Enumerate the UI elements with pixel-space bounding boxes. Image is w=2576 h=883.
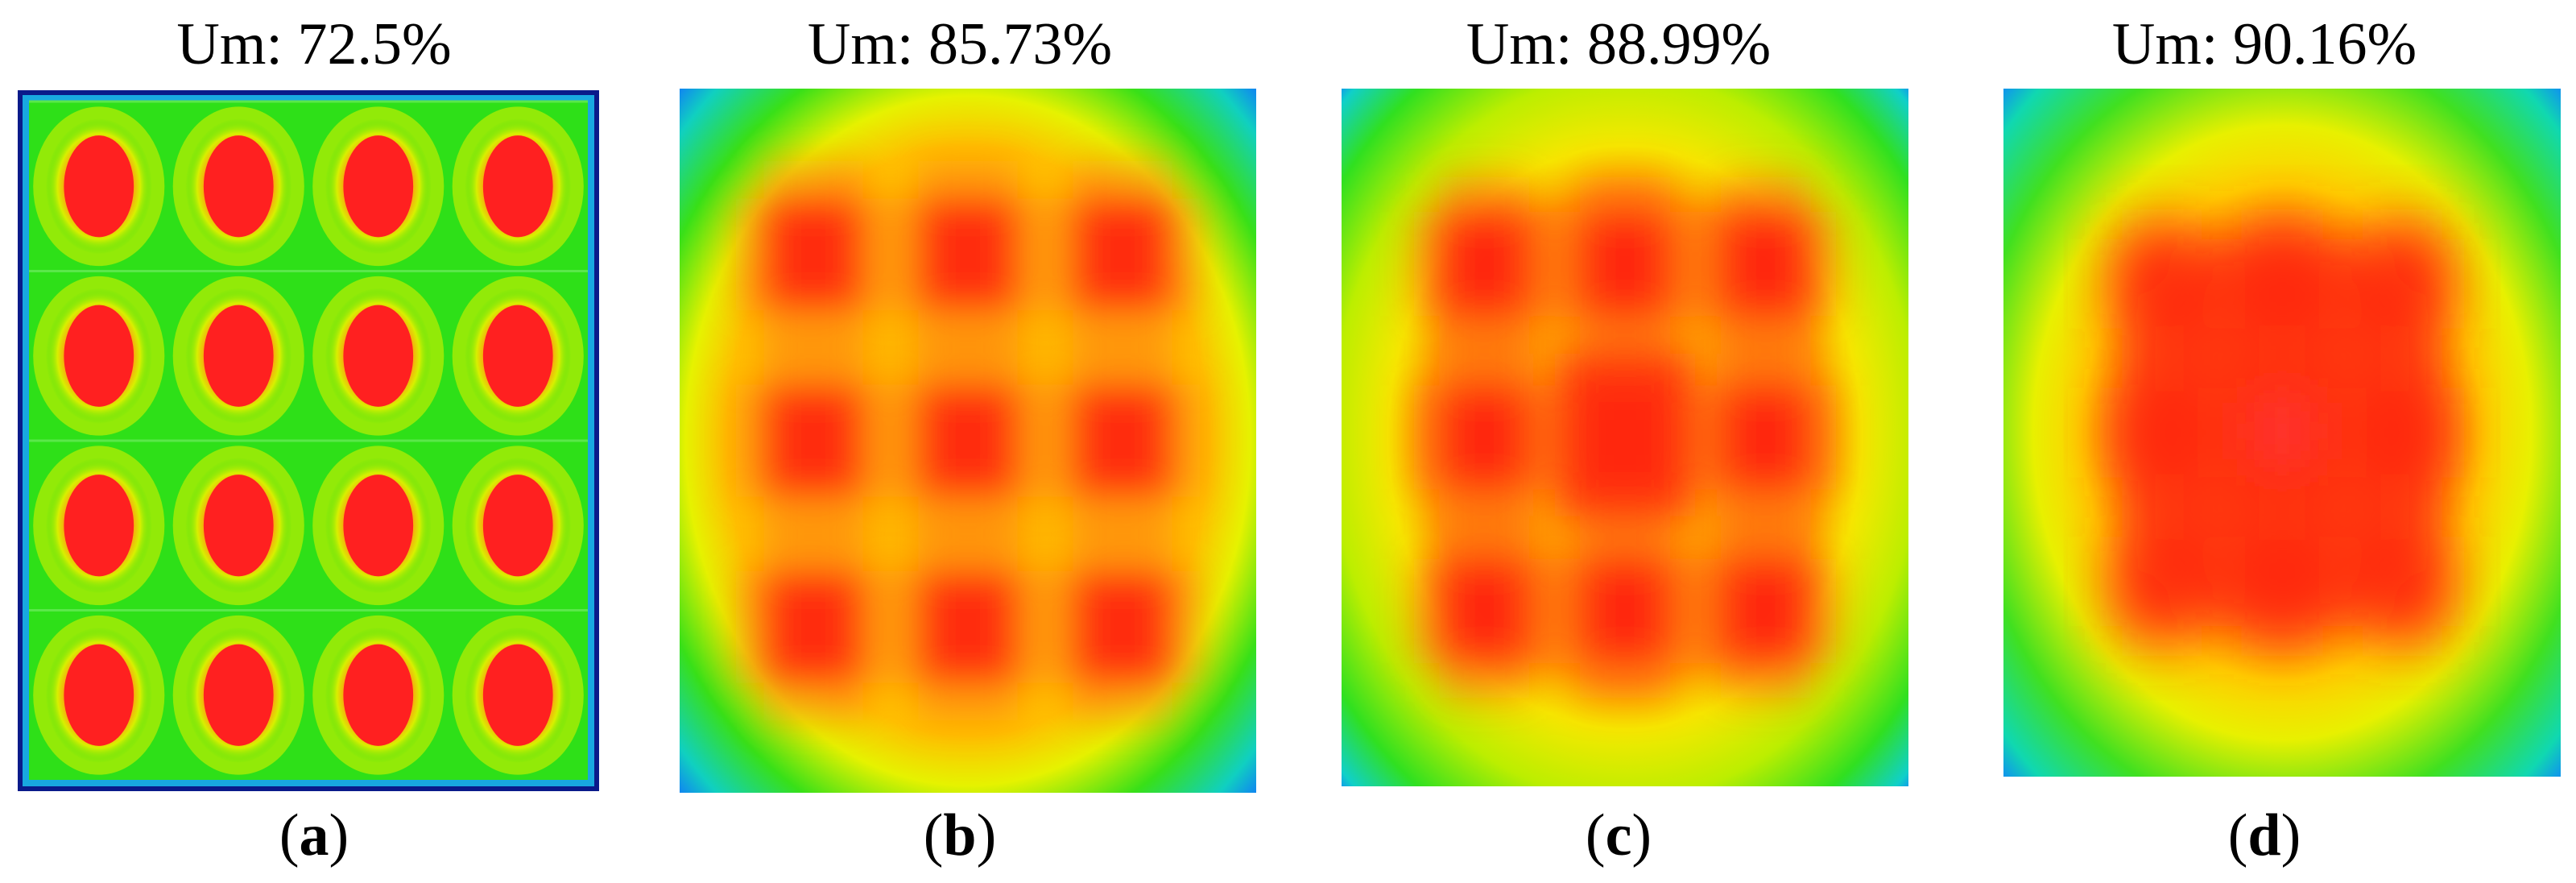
panel-d-title: Um: 90.16% [2111, 11, 2417, 77]
spot-core [482, 135, 553, 238]
intensity-blob [1582, 215, 1668, 313]
panel-c: Um: 88.99% (c) [1313, 0, 1925, 883]
intensity-blob [1076, 201, 1169, 307]
heatmap-b-grid [736, 161, 1200, 720]
spot-core [203, 305, 274, 407]
heatmap-b [680, 89, 1256, 793]
spot-core [482, 475, 553, 577]
panel-b: Um: 85.73% (b) [654, 0, 1266, 883]
heatmap-d-grid [2100, 209, 2464, 656]
heatmap-b-svg [680, 89, 1256, 793]
heatmap-c-grid [1414, 177, 1836, 698]
spot-core [203, 475, 274, 577]
center-blob [1559, 354, 1691, 516]
panel-b-title: Um: 85.73% [807, 11, 1113, 77]
panel-c-caption: (c) [1585, 802, 1652, 868]
intensity-blob [1723, 388, 1809, 487]
panel-b-caption: (b) [923, 802, 997, 868]
heatmap-a [18, 90, 599, 791]
intensity-blob [1076, 388, 1169, 493]
spot-core [64, 644, 134, 746]
spot-core [343, 135, 414, 238]
intensity-blob [1723, 562, 1809, 660]
spot-core [343, 644, 414, 746]
panel-a-caption: (a) [279, 802, 349, 868]
heatmap-d-svg [2003, 89, 2561, 777]
intensity-blob [1441, 388, 1527, 487]
heatmap-c-svg [1342, 89, 1908, 786]
intensity-blob [1723, 215, 1809, 313]
panel-a-title: Um: 72.5% [176, 11, 452, 77]
center-hotspot [2258, 403, 2306, 459]
panel-d-caption: (d) [2227, 802, 2301, 868]
spot-core [343, 475, 414, 577]
panel-d: Um: 90.16% (d) [1958, 0, 2570, 883]
intensity-blob [921, 574, 1015, 680]
spot-core [482, 644, 553, 746]
spot-core [482, 305, 553, 407]
spot-core [64, 135, 134, 238]
spot-core [203, 644, 274, 746]
intensity-blob [921, 201, 1015, 307]
spot-core [64, 305, 134, 407]
heatmap-a-svg [18, 90, 599, 791]
spot-core [343, 305, 414, 407]
heatmap-a-spots [29, 100, 588, 775]
spot-core [64, 475, 134, 577]
intensity-blob [767, 201, 860, 307]
intensity-blob [1441, 215, 1527, 313]
panel-c-title: Um: 88.99% [1466, 11, 1772, 77]
spot-core [203, 135, 274, 238]
intensity-blob [1441, 562, 1527, 660]
intensity-blob [921, 388, 1015, 493]
heatmap-c [1342, 89, 1908, 786]
intensity-blob [1582, 562, 1668, 660]
intensity-blob [1076, 574, 1169, 680]
intensity-blob [767, 388, 860, 493]
panel-a: Um: 72.5% (a) [8, 0, 620, 883]
intensity-blob [767, 574, 860, 680]
heatmap-d [2003, 89, 2561, 777]
